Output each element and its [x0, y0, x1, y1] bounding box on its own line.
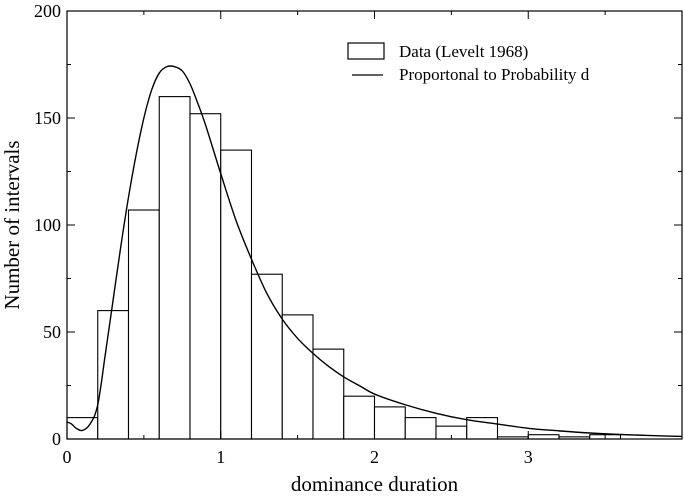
histogram-bar	[281, 314, 314, 440]
histogram-bar	[66, 417, 99, 440]
histogram-bar	[527, 434, 560, 440]
x-tick-label: 3	[524, 447, 533, 467]
probability-curve-layer	[66, 65, 683, 438]
y-tick-label: 50	[43, 322, 61, 342]
x-tick-labels: 0 1 2 3	[63, 447, 533, 467]
probability-curve	[66, 65, 683, 438]
y-axis-title: Number of intervals	[0, 140, 24, 309]
y-tick-label: 150	[34, 108, 61, 128]
y-tick-label: 200	[34, 1, 61, 21]
histogram-bar	[343, 395, 376, 440]
histogram-bar	[127, 209, 160, 440]
histogram-bar	[404, 417, 437, 440]
histogram-bar	[220, 149, 253, 440]
histogram-bar	[312, 348, 345, 440]
y-tick-label: 0	[52, 429, 61, 449]
histogram-bars	[66, 96, 622, 440]
x-tick-label: 1	[216, 447, 225, 467]
x-tick-label: 2	[370, 447, 379, 467]
y-tick-labels: 0 50 100 150 200	[34, 1, 61, 449]
histogram-bar	[158, 96, 191, 440]
histogram-bar	[373, 406, 406, 440]
legend: Data (Levelt 1968) Proportonal to Probab…	[347, 42, 590, 84]
histogram-bar	[250, 273, 283, 440]
legend-curve-label: Proportonal to Probability d	[399, 65, 590, 84]
legend-histogram-swatch	[347, 42, 385, 60]
axis-ticks	[66, 10, 683, 440]
x-tick-label: 0	[63, 447, 72, 467]
x-axis-title: dominance duration	[291, 472, 459, 496]
legend-histogram-label: Data (Levelt 1968)	[399, 42, 528, 61]
histogram-bar	[189, 113, 222, 440]
y-tick-label: 100	[34, 215, 61, 235]
